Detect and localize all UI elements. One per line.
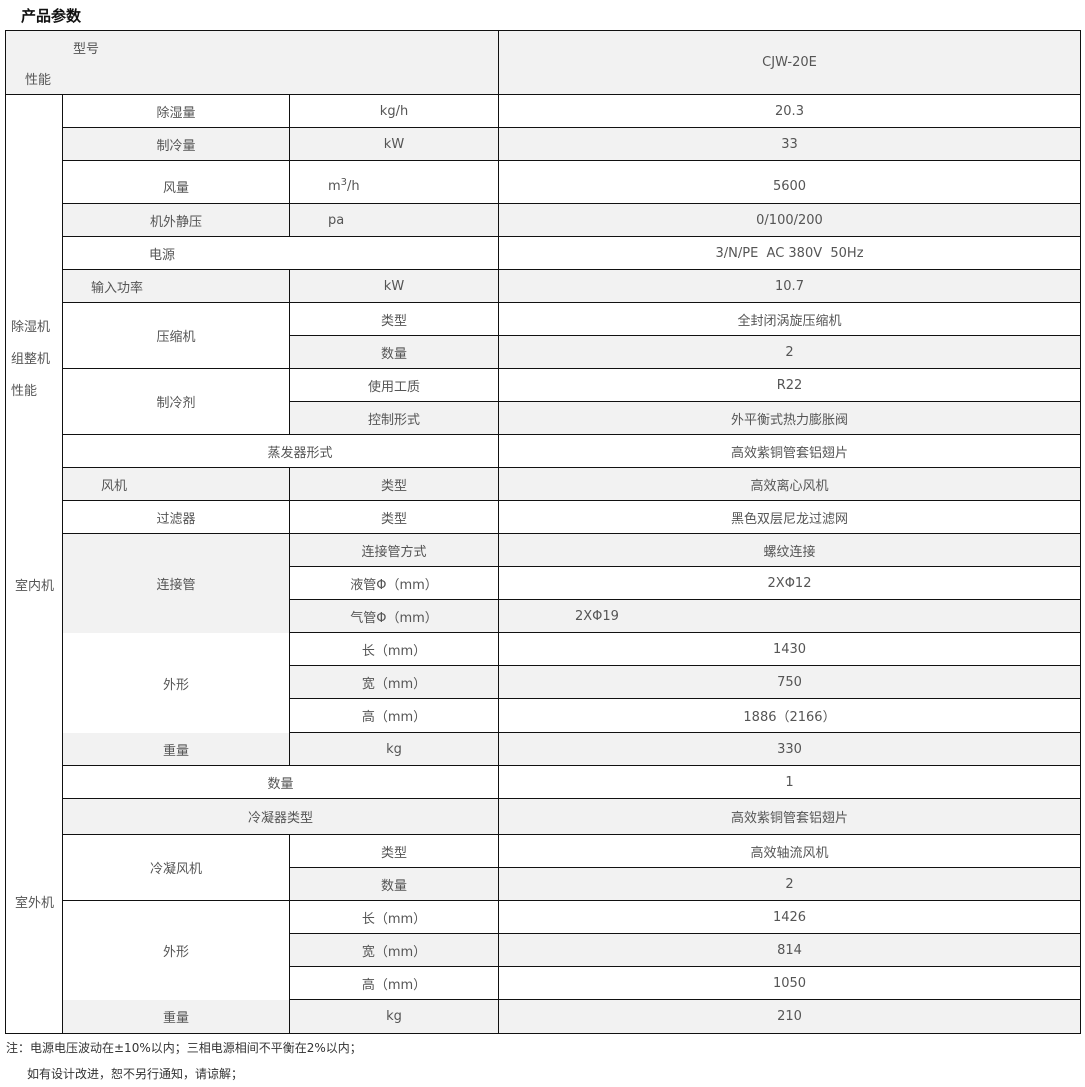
unit-rest: /h xyxy=(347,178,360,194)
row-value: 33 xyxy=(499,128,1081,161)
row-value: 2XΦ12 xyxy=(499,567,1081,600)
row-value: 全封闭涡旋压缩机 xyxy=(499,303,1081,336)
row-value: 黑色双层尼龙过滤网 xyxy=(499,501,1081,534)
row-name: 重量 xyxy=(63,1000,290,1034)
row-unit: kW xyxy=(290,270,499,303)
row-value: 高效紫铜管套铝翅片 xyxy=(499,435,1081,468)
row-value: 高效紫铜管套铝翅片 xyxy=(499,799,1081,835)
row-value: 330 xyxy=(499,733,1081,766)
row-name: 外形 xyxy=(63,633,290,733)
row-value: 3/N/PE AC 380V 50Hz xyxy=(499,237,1081,270)
row-unit: kg xyxy=(290,1000,499,1034)
row-value: 1426 xyxy=(499,901,1081,934)
row-name: 蒸发器形式 xyxy=(63,435,499,468)
row-unit: kW xyxy=(290,128,499,161)
row-name: 机外静压 xyxy=(63,204,290,237)
row-value: 2XΦ19 xyxy=(499,600,1081,633)
sub-label: 高（mm） xyxy=(290,699,499,733)
row-name: 过滤器 xyxy=(63,501,290,534)
row-name: 除湿量 xyxy=(63,95,290,128)
unit-sup: 3 xyxy=(340,176,348,188)
row-unit: pa xyxy=(290,204,499,237)
row-value: 10.7 xyxy=(499,270,1081,303)
row-value: 20.3 xyxy=(499,95,1081,128)
sub-label: 长（mm） xyxy=(290,901,499,934)
row-name: 外形 xyxy=(63,901,290,1000)
row-unit: m 3/h xyxy=(290,161,499,204)
sub-label: 类型 xyxy=(290,468,499,501)
row-value: 1050 xyxy=(499,967,1081,1000)
row-name: 冷凝器类型 xyxy=(63,799,499,835)
group-dehumidifier: 除湿机 组整机 性能 xyxy=(11,320,51,399)
row-name: 重量 xyxy=(63,733,290,766)
sub-label: 类型 xyxy=(290,501,499,534)
row-name: 电源 xyxy=(63,237,499,270)
model-value: CJW-20E xyxy=(499,30,1081,95)
row-value: 0/100/200 xyxy=(499,204,1081,237)
sub-label: 液管Φ（mm） xyxy=(290,567,499,600)
row-name: 风量 xyxy=(63,161,290,204)
unit-base: m xyxy=(328,178,341,194)
row-name: 压缩机 xyxy=(63,303,290,369)
sub-label: 高（mm） xyxy=(290,967,499,1000)
group-indoor: 室内机 xyxy=(15,579,55,594)
sub-label: 连接管方式 xyxy=(290,534,499,567)
row-value: 1 xyxy=(499,766,1081,799)
row-value: 2 xyxy=(499,336,1081,369)
row-value: 814 xyxy=(499,934,1081,967)
header-label-cell: 型号 性能 xyxy=(5,30,499,95)
row-value: 螺纹连接 xyxy=(499,534,1081,567)
row-unit: kg xyxy=(290,733,499,766)
row-value: 210 xyxy=(499,1000,1081,1034)
sub-label: 数量 xyxy=(290,336,499,369)
sub-label: 数量 xyxy=(290,868,499,901)
row-name: 连接管 xyxy=(63,534,290,633)
row-value: 5600 xyxy=(499,161,1081,204)
row-value: 750 xyxy=(499,666,1081,699)
row-name: 风机 xyxy=(63,468,290,501)
row-name: 数量 xyxy=(63,766,499,799)
note-1: 注：电源电压波动在±10%以内；三相电源相间不平衡在2%以内； xyxy=(6,1041,362,1055)
group-column: 除湿机 组整机 性能 室内机 室外机 xyxy=(5,95,63,1034)
row-name: 输入功率 xyxy=(63,270,290,303)
page-title: 产品参数 xyxy=(21,7,82,25)
row-name: 制冷量 xyxy=(63,128,290,161)
row-name: 冷凝风机 xyxy=(63,835,290,901)
row-name: 制冷剂 xyxy=(63,369,290,435)
sub-label: 宽（mm） xyxy=(290,666,499,699)
row-value: R22 xyxy=(499,369,1081,402)
sub-label: 长（mm） xyxy=(290,633,499,666)
row-unit: kg/h xyxy=(290,95,499,128)
row-value: 1886（2166） xyxy=(499,699,1081,733)
sub-label: 类型 xyxy=(290,835,499,868)
row-value: 高效轴流风机 xyxy=(499,835,1081,868)
row-value: 高效离心风机 xyxy=(499,468,1081,501)
row-value: 外平衡式热力膨胀阀 xyxy=(499,402,1081,435)
sub-label: 控制形式 xyxy=(290,402,499,435)
row-value: 2 xyxy=(499,868,1081,901)
row-value: 1430 xyxy=(499,633,1081,666)
sub-label: 气管Φ（mm） xyxy=(290,600,499,633)
note-2: 如有设计改进，恕不另行通知，请谅解； xyxy=(27,1067,244,1081)
group-outdoor: 室外机 xyxy=(15,896,55,911)
sub-label: 类型 xyxy=(290,303,499,336)
sub-label: 宽（mm） xyxy=(290,934,499,967)
sub-label: 使用工质 xyxy=(290,369,499,402)
model-label: 型号 xyxy=(73,42,100,57)
perf-label: 性能 xyxy=(25,73,52,88)
